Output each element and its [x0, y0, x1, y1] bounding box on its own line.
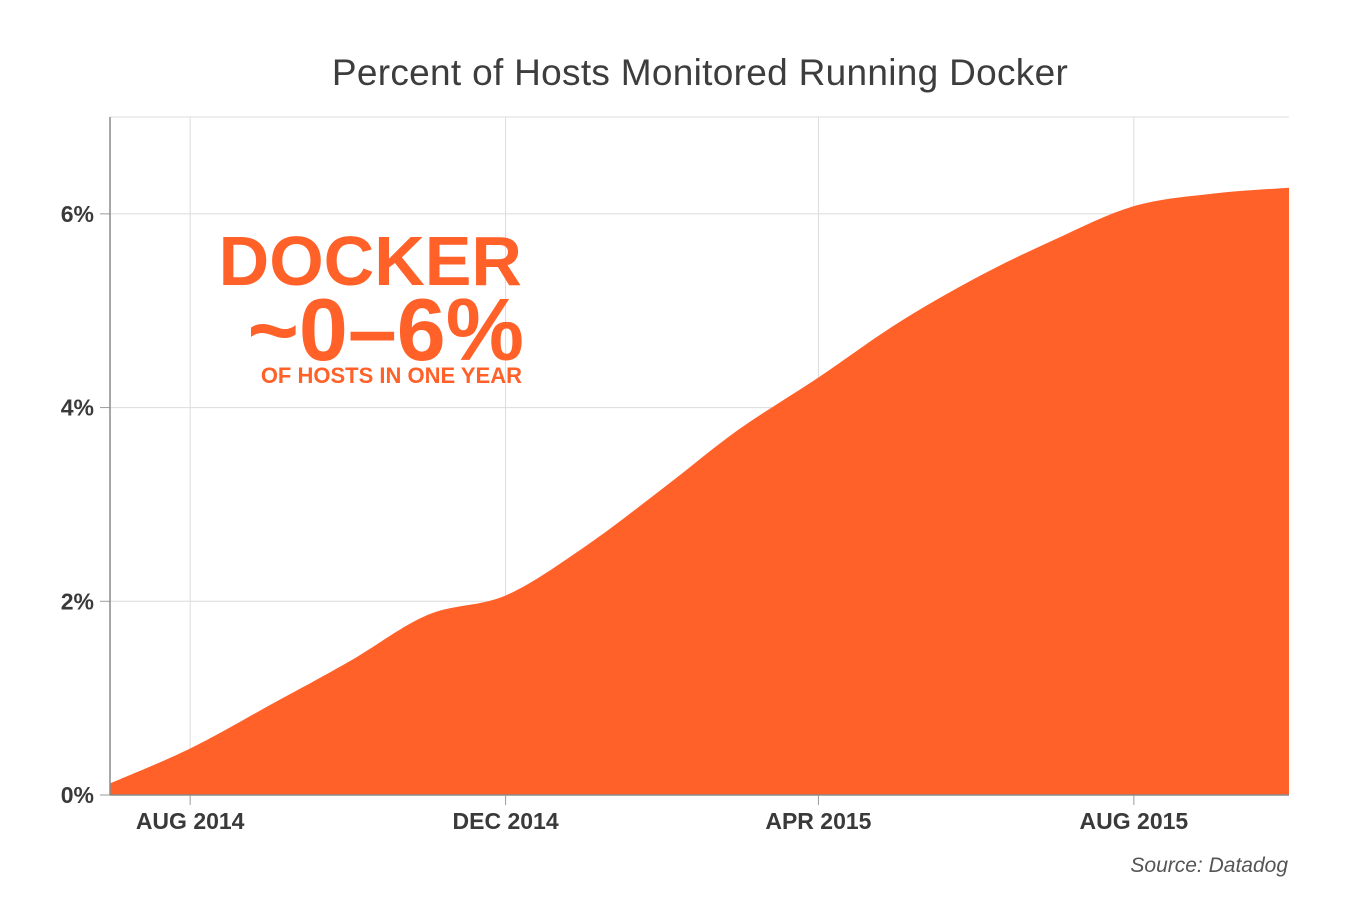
y-tick-label: 6% — [61, 201, 94, 227]
docker-area — [110, 187, 1289, 795]
x-tick-label: AUG 2014 — [136, 808, 245, 834]
axis-layer — [100, 117, 1289, 805]
chart-title: Percent of Hosts Monitored Running Docke… — [331, 52, 1069, 93]
x-tick-label: APR 2015 — [765, 808, 871, 834]
area-layer — [110, 187, 1289, 795]
x-tick-label: AUG 2015 — [1080, 808, 1189, 834]
callout-headline: DOCKER — [219, 222, 522, 300]
callout-subtitle: OF HOSTS IN ONE YEAR — [261, 363, 522, 388]
y-tick-label: 4% — [61, 395, 94, 421]
x-tick-label: DEC 2014 — [453, 808, 559, 834]
y-tick-label: 0% — [61, 782, 94, 808]
callout-range: ~0–6% — [248, 280, 524, 379]
y-tick-label: 2% — [61, 588, 94, 614]
label-layer: 0% 2% 4% 6% AUG 2014 DEC 2014 APR 2015 AUG 2015 — [61, 201, 1189, 834]
annotation-layer: DOCKER ~0–6% OF HOSTS IN ONE YEAR — [219, 222, 524, 388]
source-note: Source: Datadog — [1130, 854, 1288, 877]
